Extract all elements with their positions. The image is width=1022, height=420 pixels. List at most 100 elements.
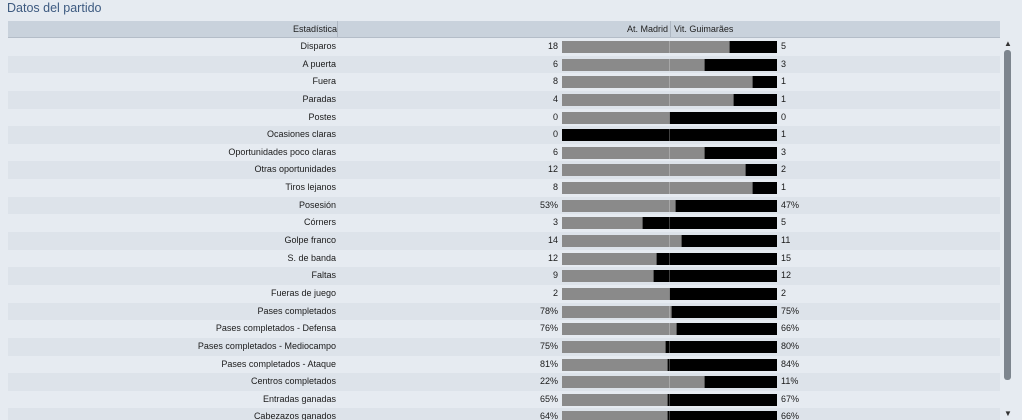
team1-value: 9: [552, 270, 558, 281]
bar-midline: [669, 217, 670, 230]
team2-value: 11: [781, 235, 791, 246]
table-row[interactable]: Faltas 9 12: [8, 267, 1000, 285]
team2-value: 1: [781, 182, 787, 193]
stat-label: Cabezazos ganados: [253, 411, 336, 420]
team1-value: 76%: [539, 323, 558, 334]
team2-value: 80%: [781, 340, 800, 351]
table-row[interactable]: S. de banda 12 15: [8, 249, 1000, 268]
stat-label: Pases completados: [257, 305, 336, 316]
team2-value: 84%: [781, 358, 800, 369]
comparison-bar: [562, 340, 777, 353]
table-row[interactable]: Oportunidades poco claras 6 3: [8, 143, 1000, 162]
stat-label: Centros completados: [250, 376, 336, 387]
table-row[interactable]: Cabezazos ganados 64% 66%: [8, 408, 1000, 420]
table-row[interactable]: Postes 0 0: [8, 108, 1000, 127]
table-row[interactable]: Disparos 18 5: [8, 38, 1000, 56]
stat-label: Fuera: [312, 76, 336, 87]
comparison-bar: [562, 164, 777, 177]
stat-label: Faltas: [311, 270, 336, 281]
team1-bar-fill: [562, 58, 705, 71]
stat-label: Oportunidades poco claras: [228, 146, 336, 157]
table-row[interactable]: Pases completados - Mediocampo 75% 80%: [8, 337, 1000, 356]
team1-bar-fill: [562, 164, 746, 177]
team1-value: 2: [552, 287, 558, 298]
team1-value: 12: [547, 252, 558, 263]
bar-midline: [669, 146, 670, 159]
stat-label: S. de banda: [287, 252, 336, 263]
scroll-down-icon[interactable]: ▼: [1004, 409, 1012, 418]
bar-midline: [669, 182, 670, 195]
comparison-bar: [562, 58, 777, 71]
team1-bar-fill: [562, 411, 668, 420]
comparison-bar: [562, 376, 777, 389]
team1-value: 4: [552, 93, 558, 104]
team2-value: 2: [781, 287, 787, 298]
comparison-bar: [562, 76, 777, 89]
bar-midline: [669, 340, 670, 353]
table-row[interactable]: Fuera 8 1: [8, 73, 1000, 91]
team1-value: 53%: [539, 199, 558, 210]
bar-midline: [669, 393, 670, 406]
table-row[interactable]: Centros completados 22% 11%: [8, 373, 1000, 391]
table-row[interactable]: Paradas 4 1: [8, 90, 1000, 109]
team1-value: 18: [547, 41, 558, 51]
table-row[interactable]: A puerta 6 3: [8, 55, 1000, 74]
comparison-bar: [562, 41, 777, 53]
comparison-bar: [562, 393, 777, 406]
stat-label: Ocasiones claras: [266, 129, 336, 140]
stat-label: Córners: [303, 217, 336, 228]
team1-bar-fill: [562, 270, 654, 283]
team1-value: 6: [552, 146, 558, 157]
stats-table-header: Estadística At. Madrid Vit. Guimarães: [8, 21, 1000, 38]
stat-label: Golpe franco: [284, 235, 336, 246]
team1-value: 6: [552, 58, 558, 69]
table-row[interactable]: Pases completados 78% 75%: [8, 302, 1000, 321]
stat-label: Postes: [308, 111, 336, 122]
comparison-bar: [562, 199, 777, 212]
bar-midline: [669, 199, 670, 212]
table-row[interactable]: Córners 3 5: [8, 214, 1000, 233]
stat-label: A puerta: [302, 58, 336, 69]
team1-bar-fill: [562, 376, 705, 389]
team2-value: 2: [781, 164, 787, 175]
team1-value: 78%: [539, 305, 558, 316]
bar-midline: [669, 252, 670, 265]
column-header-statistic[interactable]: Estadística: [8, 21, 338, 37]
team1-bar-fill: [562, 199, 676, 212]
table-row[interactable]: Posesión 53% 47%: [8, 196, 1000, 215]
bar-midline: [669, 93, 670, 106]
comparison-bar: [562, 235, 777, 248]
table-row[interactable]: Tiros lejanos 8 1: [8, 179, 1000, 197]
table-row[interactable]: Fueras de juego 2 2: [8, 284, 1000, 303]
table-row[interactable]: Ocasiones claras 0 1: [8, 126, 1000, 144]
team1-bar-fill: [562, 76, 753, 89]
column-header-team1[interactable]: At. Madrid: [626, 24, 668, 34]
team1-value: 0: [552, 111, 558, 122]
team2-value: 5: [781, 217, 787, 228]
table-row[interactable]: Entradas ganadas 65% 67%: [8, 390, 1000, 409]
team2-value: 3: [781, 58, 787, 69]
team2-value: 75%: [781, 305, 800, 316]
table-row[interactable]: Otras oportunidades 12 2: [8, 161, 1000, 180]
stat-label: Pases completados - Mediocampo: [197, 340, 336, 351]
team1-bar-fill: [562, 287, 670, 300]
stat-label: Pases completados - Defensa: [215, 323, 336, 334]
header-divider: [670, 21, 671, 37]
scroll-up-icon[interactable]: ▲: [1004, 39, 1012, 48]
team1-value: 8: [552, 76, 558, 87]
team2-value: 12: [781, 270, 792, 281]
team1-value: 3: [552, 217, 558, 228]
team2-value: 66%: [781, 411, 800, 420]
team2-value: 1: [781, 129, 787, 140]
table-row[interactable]: Pases completados - Defensa 76% 66%: [8, 320, 1000, 338]
comparison-bar: [562, 270, 777, 283]
team1-bar-fill: [562, 41, 730, 53]
scrollbar-thumb[interactable]: [1004, 50, 1011, 380]
table-row[interactable]: Golpe franco 14 11: [8, 232, 1000, 250]
team1-bar-fill: [562, 305, 672, 318]
team1-bar-fill: [562, 146, 705, 159]
column-header-team2[interactable]: Vit. Guimarães: [674, 24, 734, 34]
team1-value: 8: [552, 182, 558, 193]
table-row[interactable]: Pases completados - Ataque 81% 84%: [8, 355, 1000, 374]
vertical-scrollbar[interactable]: ▲ ▼: [1002, 38, 1014, 420]
